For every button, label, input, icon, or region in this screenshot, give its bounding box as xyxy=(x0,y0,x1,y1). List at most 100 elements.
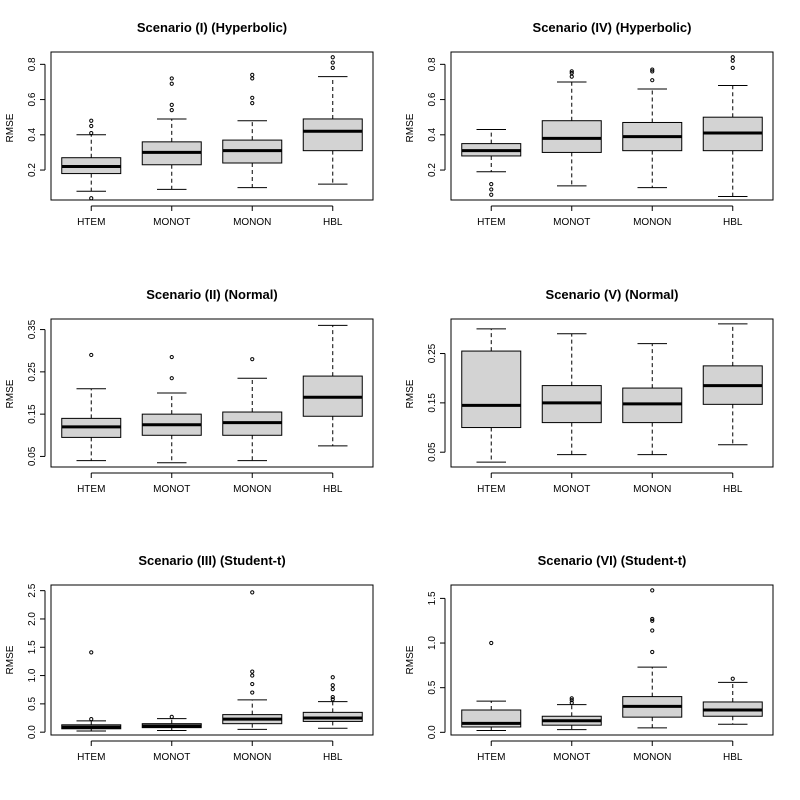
y-tick-label: 0.6 xyxy=(27,92,38,106)
outlier-point xyxy=(330,697,335,702)
y-tick-label: 0.0 xyxy=(427,725,438,739)
outlier-point xyxy=(250,95,255,100)
x-category-label: MONOT xyxy=(153,217,190,228)
y-tick-label: 1.0 xyxy=(427,636,438,650)
x-category-label: HBL xyxy=(723,752,743,763)
outlier-point xyxy=(330,60,335,65)
box-monon xyxy=(622,343,683,456)
outlier-point xyxy=(250,669,255,674)
outlier-point xyxy=(330,687,335,692)
y-tick-label: 1.0 xyxy=(27,668,38,682)
box-monot xyxy=(141,354,202,464)
y-tick-label: 2.5 xyxy=(27,583,38,597)
outlier-point xyxy=(330,65,335,70)
y-tick-label: 0.25 xyxy=(427,343,438,363)
outlier-point xyxy=(250,357,255,362)
outlier-point xyxy=(169,376,174,381)
box-hbl xyxy=(302,55,363,185)
outlier-point xyxy=(250,681,255,687)
y-axis-label: RMSE xyxy=(405,379,416,408)
panel-title: Scenario (VI) (Student-t) xyxy=(538,553,687,568)
x-category-label: HBL xyxy=(723,484,743,495)
x-category-label: HBL xyxy=(323,217,343,228)
box-htem xyxy=(61,352,122,462)
panel-title: Scenario (I) (Hyperbolic) xyxy=(137,20,287,35)
x-category-label: MONON xyxy=(233,217,271,228)
outlier-point xyxy=(330,55,335,60)
box-monon xyxy=(622,67,683,189)
outlier-point xyxy=(730,55,735,60)
y-tick-label: 0.05 xyxy=(427,442,438,462)
box-hbl xyxy=(702,323,763,446)
panel-title: Scenario (V) (Normal) xyxy=(546,287,679,302)
outlier-point xyxy=(489,182,494,187)
outlier-point xyxy=(169,76,174,81)
x-category-label: HBL xyxy=(723,217,743,228)
box-hbl xyxy=(702,676,763,725)
outlier-point xyxy=(89,123,94,129)
panel-scenario-vi: Scenario (VI) (Student-t) RMSE 0.0 0.5 1.0… xyxy=(405,553,774,763)
box-monot xyxy=(141,76,202,190)
box-monon xyxy=(222,590,283,730)
box-monon xyxy=(222,72,283,189)
plot-frame xyxy=(50,584,374,736)
y-axis-label: RMSE xyxy=(5,113,16,142)
box-hbl xyxy=(702,55,763,197)
x-category-label: MONON xyxy=(633,752,671,763)
outlier-point xyxy=(650,78,655,83)
y-axis-label: RMSE xyxy=(405,113,416,142)
outlier-point xyxy=(489,187,494,192)
y-tick-label: 0.6 xyxy=(427,92,438,106)
outlier-point xyxy=(250,590,255,595)
x-category-label: MONON xyxy=(233,484,271,495)
panel-scenario-iv: Scenario (IV) (Hyperbolic) RMSE 0.2 0.4 0.… xyxy=(405,20,774,228)
y-tick-label: 0.0 xyxy=(27,725,38,739)
plot-frame xyxy=(50,318,374,468)
panel-title: Scenario (III) (Student-t) xyxy=(138,553,285,568)
outlier-point xyxy=(89,118,94,123)
outlier-point xyxy=(89,130,94,136)
x-category-label: HBL xyxy=(323,484,343,495)
outlier-point xyxy=(569,698,574,703)
outlier-point xyxy=(569,696,574,701)
outlier-point xyxy=(250,72,255,78)
outlier-point xyxy=(650,649,655,655)
iqr-box xyxy=(541,120,602,153)
y-tick-label: 0.4 xyxy=(27,127,38,141)
outlier-point xyxy=(250,690,255,695)
box-monot xyxy=(541,333,602,456)
outlier-point xyxy=(650,618,655,623)
y-axis-label: RMSE xyxy=(5,379,16,408)
iqr-box xyxy=(302,118,363,152)
y-tick-label: 0.15 xyxy=(427,393,438,413)
x-category-label: MONON xyxy=(233,752,271,763)
panel-title: Scenario (II) (Normal) xyxy=(146,287,277,302)
panel-scenario-iii: Scenario (III) (Student-t) RMSE 0.0 0.5 1.… xyxy=(5,553,374,763)
outlier-point xyxy=(489,192,494,197)
x-category-label: MONON xyxy=(633,484,671,495)
plot-frame xyxy=(50,51,374,201)
outlier-point xyxy=(650,616,655,622)
outlier-point xyxy=(89,352,94,358)
box-htem xyxy=(61,650,122,732)
y-tick-label: 0.25 xyxy=(27,362,38,382)
iqr-box xyxy=(461,350,522,429)
outlier-point xyxy=(330,683,335,688)
box-monot xyxy=(141,714,202,731)
x-category-label: MONOT xyxy=(553,752,590,763)
x-category-label: MONON xyxy=(633,217,671,228)
box-hbl xyxy=(302,324,363,447)
outlier-point xyxy=(730,65,735,70)
outlier-point xyxy=(650,67,655,72)
outlier-point xyxy=(250,100,255,106)
x-category-label: HTEM xyxy=(77,484,105,495)
box-htem xyxy=(461,129,522,197)
y-tick-label: 1.5 xyxy=(427,591,438,605)
box-monon xyxy=(622,588,683,729)
outlier-point xyxy=(330,675,335,680)
plot-frame xyxy=(450,51,774,201)
x-category-label: HTEM xyxy=(477,217,505,228)
outlier-point xyxy=(169,102,174,107)
box-monot xyxy=(541,696,602,731)
y-axis-label: RMSE xyxy=(405,645,416,674)
